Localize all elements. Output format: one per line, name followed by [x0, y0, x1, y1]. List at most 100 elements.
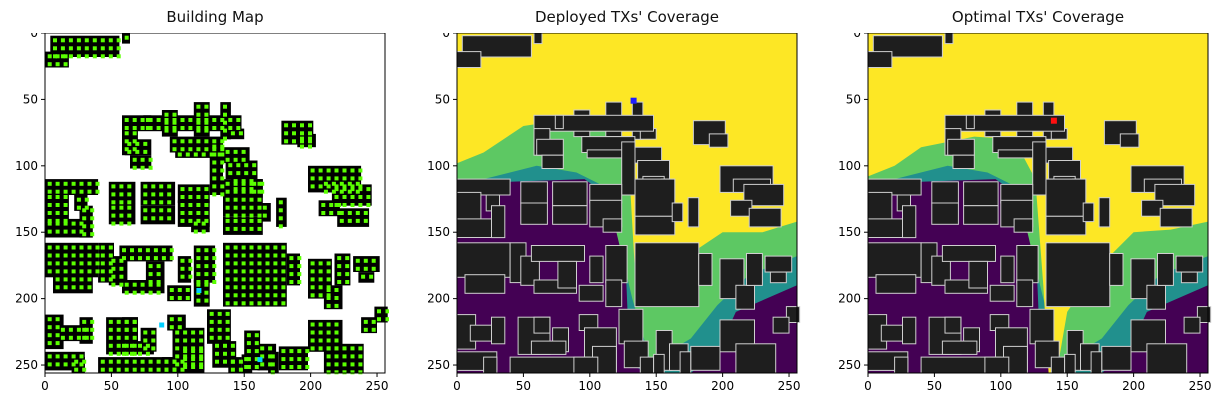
building: [334, 253, 351, 286]
panel-title-deployed-coverage: Deployed TXs' Coverage: [534, 8, 720, 26]
building: [634, 178, 676, 217]
building: [1090, 351, 1103, 374]
building: [177, 184, 210, 203]
building: [1045, 178, 1087, 217]
y-tick-label: 50: [846, 92, 861, 106]
building: [947, 138, 975, 156]
x-tick-label: 150: [645, 379, 668, 393]
y-tick-label: 200: [15, 292, 38, 306]
x-tick-label: 100: [578, 379, 601, 393]
building: [1050, 356, 1066, 374]
building: [605, 245, 628, 284]
x-tick-label: 50: [927, 379, 942, 393]
building: [989, 284, 1015, 302]
x-tick-label: 200: [711, 379, 734, 393]
building: [931, 202, 959, 225]
building: [175, 149, 223, 158]
building: [533, 33, 543, 45]
y-tick-label: 0: [853, 33, 861, 40]
building: [260, 203, 271, 222]
building: [554, 114, 564, 130]
building: [785, 306, 801, 324]
building: [634, 242, 700, 308]
building: [533, 316, 551, 334]
building: [634, 215, 676, 236]
building: [1157, 253, 1174, 286]
building: [867, 51, 893, 68]
tx-marker: [630, 97, 637, 104]
building: [621, 141, 636, 196]
building: [1154, 183, 1196, 207]
building: [286, 253, 300, 286]
building: [746, 253, 763, 286]
x-tick-label: 250: [778, 379, 801, 393]
y-tick-label: 250: [427, 358, 450, 372]
building: [552, 181, 588, 207]
building: [228, 128, 245, 140]
building: [618, 308, 644, 345]
building: [867, 191, 893, 223]
building: [456, 51, 482, 68]
building: [456, 242, 511, 278]
building: [1016, 245, 1039, 284]
building: [241, 354, 253, 373]
building: [735, 284, 755, 310]
y-tick-label: 250: [15, 358, 38, 372]
x-tick-label: 200: [299, 379, 322, 393]
building: [1098, 197, 1111, 228]
building: [1000, 255, 1015, 284]
y-tick-label: 100: [427, 159, 450, 173]
building: [1032, 141, 1047, 196]
y-tick-label: 250: [838, 358, 861, 372]
building: [1196, 306, 1212, 324]
building-layer: [456, 33, 801, 374]
axes-frame: [456, 33, 798, 374]
building: [464, 274, 506, 294]
building: [589, 255, 604, 284]
building: [743, 183, 785, 207]
heatmap-building-map: [45, 33, 389, 375]
building: [902, 205, 917, 239]
y-tick-label: 150: [15, 225, 38, 239]
axes-frame: [44, 33, 386, 374]
x-tick-label: 0: [864, 379, 872, 393]
x-tick-label: 100: [989, 379, 1012, 393]
building: [748, 207, 782, 228]
building: [963, 181, 999, 207]
building: [140, 181, 176, 206]
building: [225, 160, 258, 180]
building: [1183, 316, 1201, 334]
y-tick-label: 50: [435, 92, 450, 106]
building: [541, 154, 564, 169]
x-tick-label: 250: [366, 379, 389, 393]
tx-marker: [1050, 117, 1057, 124]
heatmap-deployed-coverage: [456, 33, 801, 374]
building: [1013, 218, 1034, 233]
building: [653, 353, 665, 374]
building: [140, 205, 176, 225]
building: [894, 356, 909, 374]
building: [772, 316, 790, 334]
building: [536, 138, 564, 156]
building: [530, 245, 585, 262]
building: [1146, 343, 1188, 374]
building: [602, 218, 623, 233]
y-tick-label: 50: [23, 92, 38, 106]
building: [1082, 202, 1095, 223]
building: [952, 154, 975, 169]
building: [1045, 215, 1087, 236]
building: [605, 279, 623, 308]
y-tick-label: 100: [838, 159, 861, 173]
building: [337, 208, 370, 227]
building: [1146, 284, 1166, 310]
building: [671, 202, 684, 223]
building: [491, 205, 506, 239]
building: [769, 271, 787, 284]
building: [968, 260, 988, 289]
building: [944, 114, 1065, 132]
building: [708, 133, 729, 148]
